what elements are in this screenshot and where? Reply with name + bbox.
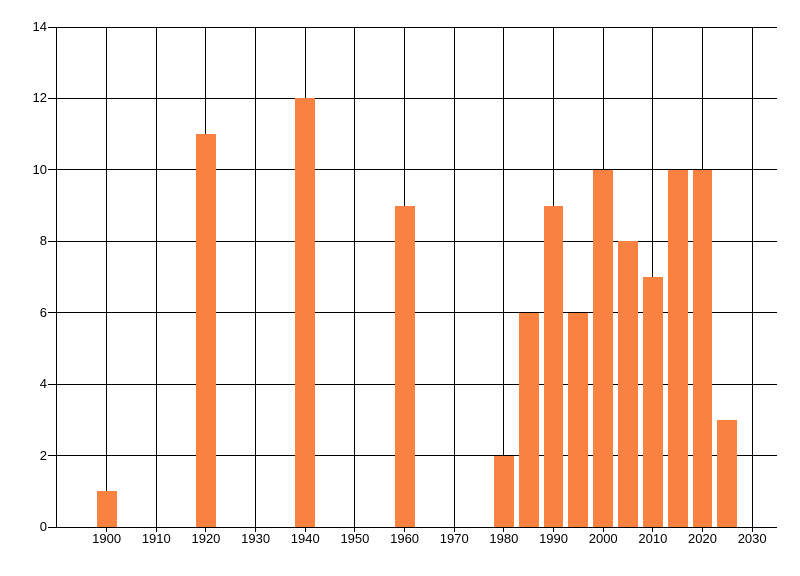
bar bbox=[692, 169, 713, 527]
x-tick-label: 1940 bbox=[290, 531, 320, 546]
x-tick-label: 1970 bbox=[439, 531, 469, 546]
y-tick bbox=[48, 526, 57, 528]
x-tick bbox=[602, 527, 604, 532]
x-tick-label: 1900 bbox=[92, 531, 122, 546]
x-tick-label: 1960 bbox=[390, 531, 420, 546]
x-tick bbox=[106, 527, 108, 532]
y-tick-label: 2 bbox=[39, 447, 47, 463]
x-tick-label: 1930 bbox=[241, 531, 271, 546]
x-gridline bbox=[751, 27, 753, 527]
x-tick bbox=[652, 527, 654, 532]
y-gridline bbox=[57, 26, 777, 28]
y-tick-label: 14 bbox=[32, 19, 47, 34]
y-gridline bbox=[57, 169, 777, 171]
x-tick bbox=[404, 527, 406, 532]
y-tick bbox=[48, 97, 57, 99]
y-tick-label: 0 bbox=[39, 519, 47, 534]
x-tick bbox=[205, 527, 207, 532]
bar bbox=[96, 491, 117, 527]
bar bbox=[642, 277, 663, 527]
x-tick bbox=[553, 527, 555, 532]
y-tick bbox=[48, 240, 57, 242]
bar bbox=[543, 205, 564, 527]
y-gridline bbox=[57, 383, 777, 385]
x-tick-label: 1920 bbox=[191, 531, 221, 546]
y-tick bbox=[48, 383, 57, 385]
bar bbox=[717, 419, 738, 527]
x-gridline bbox=[503, 27, 505, 527]
y-tick-label: 6 bbox=[39, 304, 47, 320]
x-tick-label: 2020 bbox=[688, 531, 717, 546]
bar bbox=[667, 169, 688, 527]
x-gridline bbox=[155, 27, 157, 527]
bar bbox=[618, 241, 638, 527]
bar bbox=[518, 312, 539, 527]
x-tick bbox=[453, 527, 455, 532]
x-tick bbox=[751, 527, 753, 532]
y-tick bbox=[48, 26, 57, 28]
bar bbox=[394, 205, 415, 527]
x-tick bbox=[702, 527, 704, 532]
bar bbox=[568, 312, 589, 527]
y-tick bbox=[48, 169, 57, 171]
x-tick-label: 1990 bbox=[539, 531, 568, 546]
x-tick-label: 2000 bbox=[588, 531, 618, 546]
bar bbox=[196, 134, 216, 527]
y-tick-label: 8 bbox=[39, 233, 47, 249]
x-tick bbox=[255, 527, 257, 532]
y-tick bbox=[48, 312, 57, 314]
x-gridline bbox=[354, 27, 356, 527]
x-gridline bbox=[453, 27, 455, 527]
x-tick bbox=[304, 527, 306, 532]
x-tick-label: 2010 bbox=[638, 531, 668, 546]
x-gridline bbox=[255, 27, 257, 527]
x-tick bbox=[503, 527, 505, 532]
x-tick-label: 1950 bbox=[340, 531, 370, 546]
y-gridline bbox=[57, 312, 777, 314]
y-gridline bbox=[57, 240, 777, 242]
x-gridline bbox=[106, 27, 108, 527]
y-tick-label: 4 bbox=[39, 376, 47, 392]
bar bbox=[295, 98, 316, 527]
y-tick bbox=[48, 455, 57, 457]
x-tick-label: 1910 bbox=[141, 531, 171, 546]
bar bbox=[593, 169, 614, 527]
plot-area: 1900 1910 1920 1930 1940 1950 1960 1970 1980 1990… bbox=[33, 19, 777, 546]
bar bbox=[493, 455, 514, 527]
x-tick-label: 1980 bbox=[489, 531, 519, 546]
x-tick-label: 2030 bbox=[737, 531, 767, 546]
y-gridline bbox=[57, 455, 777, 457]
y-tick-label: 10 bbox=[32, 161, 47, 177]
x-tick bbox=[155, 527, 157, 532]
y-tick-label: 12 bbox=[32, 90, 47, 106]
y-gridline bbox=[57, 97, 777, 99]
x-tick bbox=[354, 527, 356, 532]
